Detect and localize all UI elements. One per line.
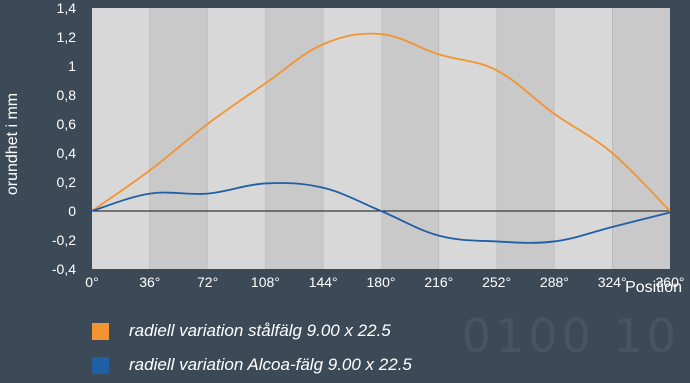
y-tick-label: 1,2 bbox=[57, 29, 77, 45]
plot-band bbox=[496, 8, 555, 269]
x-axis-title: Position bbox=[625, 279, 682, 296]
y-tick-label: 0,6 bbox=[57, 116, 77, 132]
plot-band bbox=[438, 8, 497, 269]
plot-band bbox=[207, 8, 266, 269]
plot-band bbox=[149, 8, 208, 269]
x-tick-label: 72° bbox=[197, 274, 218, 290]
x-tick-label: 144° bbox=[309, 274, 338, 290]
x-tick-label: 36° bbox=[139, 274, 160, 290]
plot-band bbox=[554, 8, 613, 269]
y-tick-label: 0 bbox=[68, 203, 76, 219]
y-tick-label: 0,8 bbox=[57, 87, 77, 103]
x-tick-label: 108° bbox=[251, 274, 280, 290]
y-tick-label: 0,2 bbox=[57, 174, 77, 190]
y-tick-label: 1,4 bbox=[57, 0, 77, 16]
x-tick-label: 288° bbox=[540, 274, 569, 290]
y-tick-label: -0,4 bbox=[52, 261, 76, 277]
plot-band bbox=[265, 8, 324, 269]
legend-label-alcoa: radiell variation Alcoa-fälg 9.00 x 22.5 bbox=[129, 355, 412, 374]
y-tick-label: 0,4 bbox=[57, 145, 77, 161]
plot-band bbox=[92, 8, 150, 269]
x-tick-label: 216° bbox=[424, 274, 453, 290]
legend-item-alcoa: radiell variation Alcoa-fälg 9.00 x 22.5 bbox=[92, 355, 412, 375]
plot-band bbox=[323, 8, 381, 269]
x-tick-label: 180° bbox=[367, 274, 396, 290]
legend-swatch-steel bbox=[92, 322, 109, 340]
x-tick-label: 324° bbox=[598, 274, 627, 290]
y-tick-label: -0,2 bbox=[52, 232, 76, 248]
plot-band bbox=[381, 8, 439, 269]
legend-item-steel: radiell variation stålfälg 9.00 x 22.5 bbox=[92, 321, 391, 341]
y-tick-label: 1 bbox=[68, 58, 76, 74]
legend-swatch-alcoa bbox=[92, 356, 109, 374]
x-tick-label: 252° bbox=[482, 274, 511, 290]
y-axis-title: orundhet i mm bbox=[4, 93, 21, 195]
background-watermark: 0100 10 bbox=[461, 309, 680, 363]
legend-label-steel: radiell variation stålfälg 9.00 x 22.5 bbox=[129, 321, 391, 340]
plot-band bbox=[612, 8, 670, 269]
x-tick-label: 0° bbox=[85, 274, 98, 290]
x-tick-label: 360° bbox=[656, 274, 685, 290]
